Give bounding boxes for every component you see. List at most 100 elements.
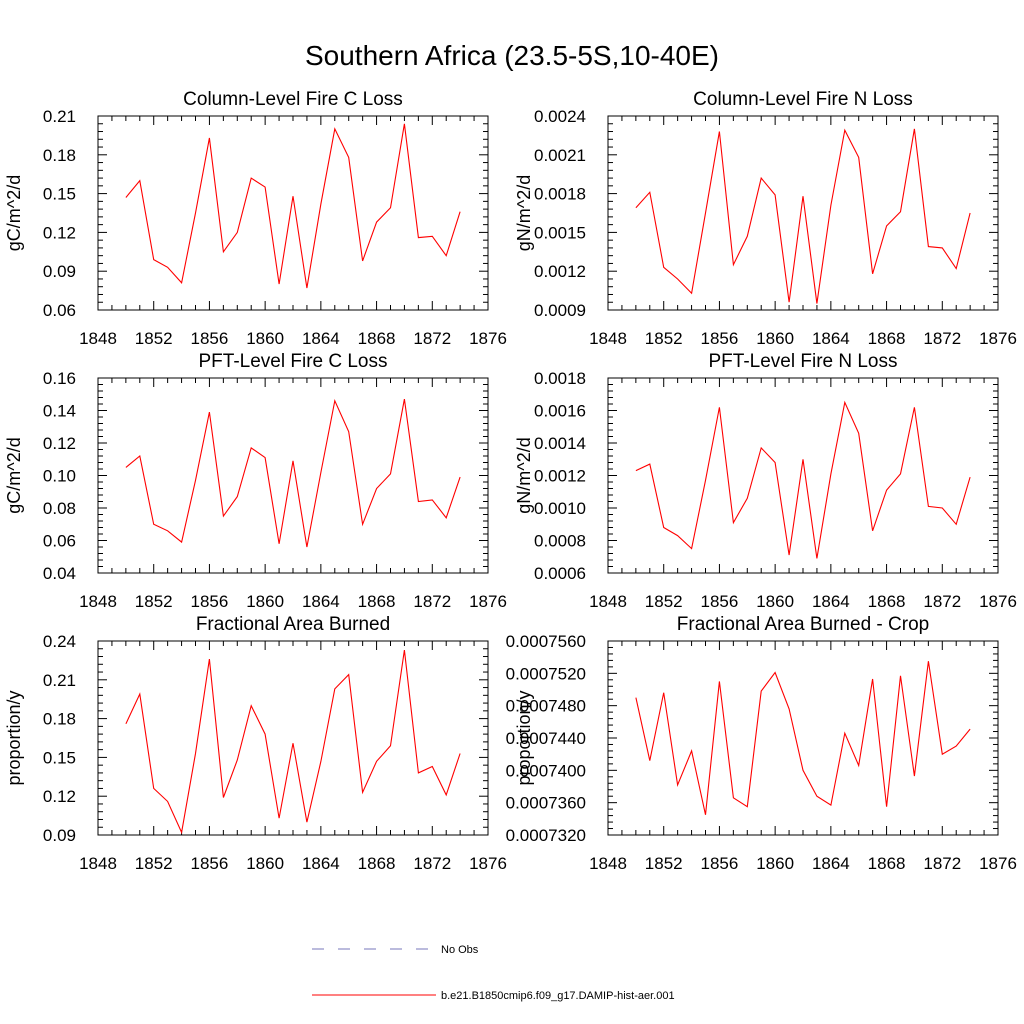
y-tick-label: 0.0024 [534,107,586,126]
legend-label-obs: No Obs [441,944,479,956]
x-tick-label: 1848 [589,329,627,348]
y-tick-label: 0.04 [43,564,76,583]
y-tick-label: 0.06 [43,301,76,320]
x-tick-label: 1868 [358,329,396,348]
y-tick-label: 0.0016 [534,402,586,421]
plot-frame [607,115,999,311]
y-tick-label: 0.21 [43,107,76,126]
x-tick-label: 1864 [302,854,340,873]
y-tick-label: 0.0021 [534,146,586,165]
y-axis-label: gN/m^2/d [514,437,534,513]
x-tick-label: 1868 [868,592,906,611]
x-tick-label: 1868 [868,329,906,348]
y-axis-label: gC/m^2/d [4,437,24,513]
y-tick-label: 0.0007400 [506,761,586,780]
y-tick-label: 0.0007480 [506,697,586,716]
legend-label-model: b.e21.B1850cmip6.f09_g17.DAMIP-hist-aer.… [441,990,675,1002]
y-tick-label: 0.0007440 [506,729,586,748]
x-tick-label: 1864 [302,329,340,348]
panel-title: Fractional Area Burned [196,614,390,635]
x-tick-label: 1876 [469,854,507,873]
x-tick-label: 1868 [868,854,906,873]
y-tick-label: 0.0006 [534,564,586,583]
plot-frame [97,115,489,311]
x-tick-label: 1860 [246,592,284,611]
y-tick-label: 0.0009 [534,301,586,320]
panel-title: PFT-Level Fire C Loss [199,351,388,372]
x-tick-label: 1852 [135,329,173,348]
x-tick-label: 1856 [701,329,739,348]
x-tick-label: 1872 [923,854,961,873]
y-tick-label: 0.0007320 [506,826,586,845]
y-tick-label: 0.21 [43,671,76,690]
series-line [635,128,971,304]
y-tick-label: 0.09 [43,262,76,281]
y-tick-label: 0.0018 [534,185,586,204]
y-tick-label: 0.06 [43,532,76,551]
y-tick-label: 0.12 [43,434,76,453]
x-tick-label: 1860 [756,854,794,873]
series-line [125,123,461,289]
x-tick-label: 1852 [645,592,683,611]
plot-frame [97,377,489,574]
y-axis-label: proportion/y [4,690,24,785]
x-tick-label: 1876 [469,592,507,611]
y-tick-label: 0.15 [43,748,76,767]
x-tick-label: 1872 [413,854,451,873]
x-tick-label: 1872 [413,329,451,348]
panel-2: Column-Level Fire N Loss 1848 1852 1856 1860… [514,89,1017,348]
x-tick-label: 1876 [469,329,507,348]
x-tick-label: 1868 [358,592,396,611]
x-tick-label: 1864 [812,592,850,611]
plot-frame [607,377,999,574]
x-tick-label: 1856 [191,329,229,348]
y-tick-label: 0.0007360 [506,794,586,813]
y-axis-label: proportion/y [514,690,534,785]
x-tick-label: 1852 [645,329,683,348]
x-tick-label: 1848 [589,592,627,611]
x-tick-label: 1856 [701,854,739,873]
x-tick-label: 1856 [701,592,739,611]
plot-frame [97,640,489,836]
panel-3: PFT-Level Fire C Loss 1848 1852 1856 1860 186… [4,351,507,611]
series-line [125,650,461,835]
panel-title: Column-Level Fire N Loss [693,89,913,110]
y-tick-label: 0.18 [43,710,76,729]
panel-6: Fractional Area Burned - Crop 1848 1852 185… [506,614,1017,873]
x-tick-label: 1872 [923,329,961,348]
x-tick-label: 1856 [191,854,229,873]
x-tick-label: 1848 [79,329,117,348]
x-tick-label: 1856 [191,592,229,611]
x-tick-label: 1864 [812,329,850,348]
x-tick-label: 1876 [979,854,1017,873]
y-tick-label: 0.0012 [534,467,586,486]
x-tick-label: 1860 [246,329,284,348]
series-line [635,400,971,559]
legend: No Obs b.e21.B1850cmip6.f09_g17.DAMIP-hi… [312,944,675,1002]
y-tick-label: 0.0012 [534,262,586,281]
y-tick-label: 0.18 [43,146,76,165]
panel-4: PFT-Level Fire N Loss 1848 1852 1856 1860 186… [514,351,1017,611]
x-tick-label: 1860 [756,592,794,611]
panel-title: Column-Level Fire C Loss [183,89,403,110]
x-tick-label: 1848 [79,592,117,611]
panel-title: Fractional Area Burned - Crop [677,614,929,635]
y-tick-label: 0.0007560 [506,632,586,651]
series-line [125,398,461,548]
y-tick-label: 0.15 [43,185,76,204]
x-tick-label: 1864 [812,854,850,873]
x-tick-label: 1876 [979,329,1017,348]
y-tick-label: 0.14 [43,402,76,421]
x-tick-label: 1868 [358,854,396,873]
y-tick-label: 0.0008 [534,532,586,551]
panels: Column-Level Fire C Loss 1848 1852 1856 1860… [4,89,1017,873]
y-tick-label: 0.0018 [534,369,586,388]
x-tick-label: 1848 [79,854,117,873]
y-tick-label: 0.0010 [534,499,586,518]
x-tick-label: 1852 [645,854,683,873]
panel-1: Column-Level Fire C Loss 1848 1852 1856 1860… [4,89,507,348]
y-tick-label: 0.10 [43,467,76,486]
x-tick-label: 1860 [756,329,794,348]
y-tick-label: 0.0014 [534,434,586,453]
